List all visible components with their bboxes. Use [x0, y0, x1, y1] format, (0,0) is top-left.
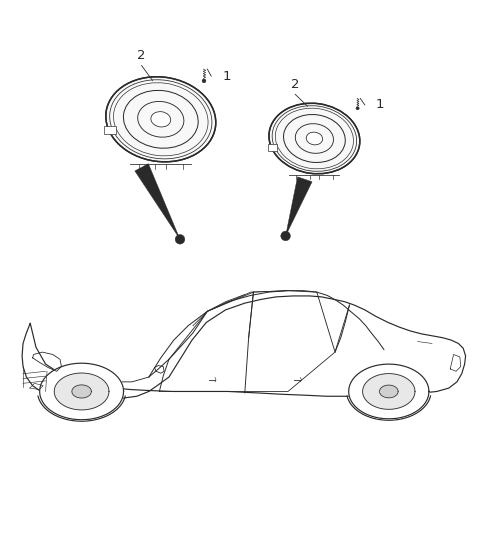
FancyBboxPatch shape [268, 144, 277, 151]
Ellipse shape [269, 103, 360, 174]
Text: 1: 1 [376, 98, 384, 111]
Text: 2: 2 [291, 77, 300, 90]
Circle shape [175, 234, 185, 244]
Circle shape [202, 79, 206, 83]
FancyBboxPatch shape [105, 126, 116, 134]
Ellipse shape [151, 111, 171, 127]
Polygon shape [380, 385, 398, 398]
Text: 2: 2 [137, 49, 146, 62]
Polygon shape [72, 385, 91, 398]
Polygon shape [54, 373, 109, 410]
Polygon shape [349, 364, 429, 419]
Ellipse shape [106, 77, 216, 162]
Text: 1: 1 [222, 70, 231, 83]
Circle shape [356, 107, 359, 110]
Circle shape [281, 231, 290, 241]
Polygon shape [135, 164, 180, 239]
Polygon shape [363, 374, 415, 410]
Polygon shape [40, 363, 123, 420]
Ellipse shape [306, 132, 323, 145]
Polygon shape [286, 177, 312, 236]
